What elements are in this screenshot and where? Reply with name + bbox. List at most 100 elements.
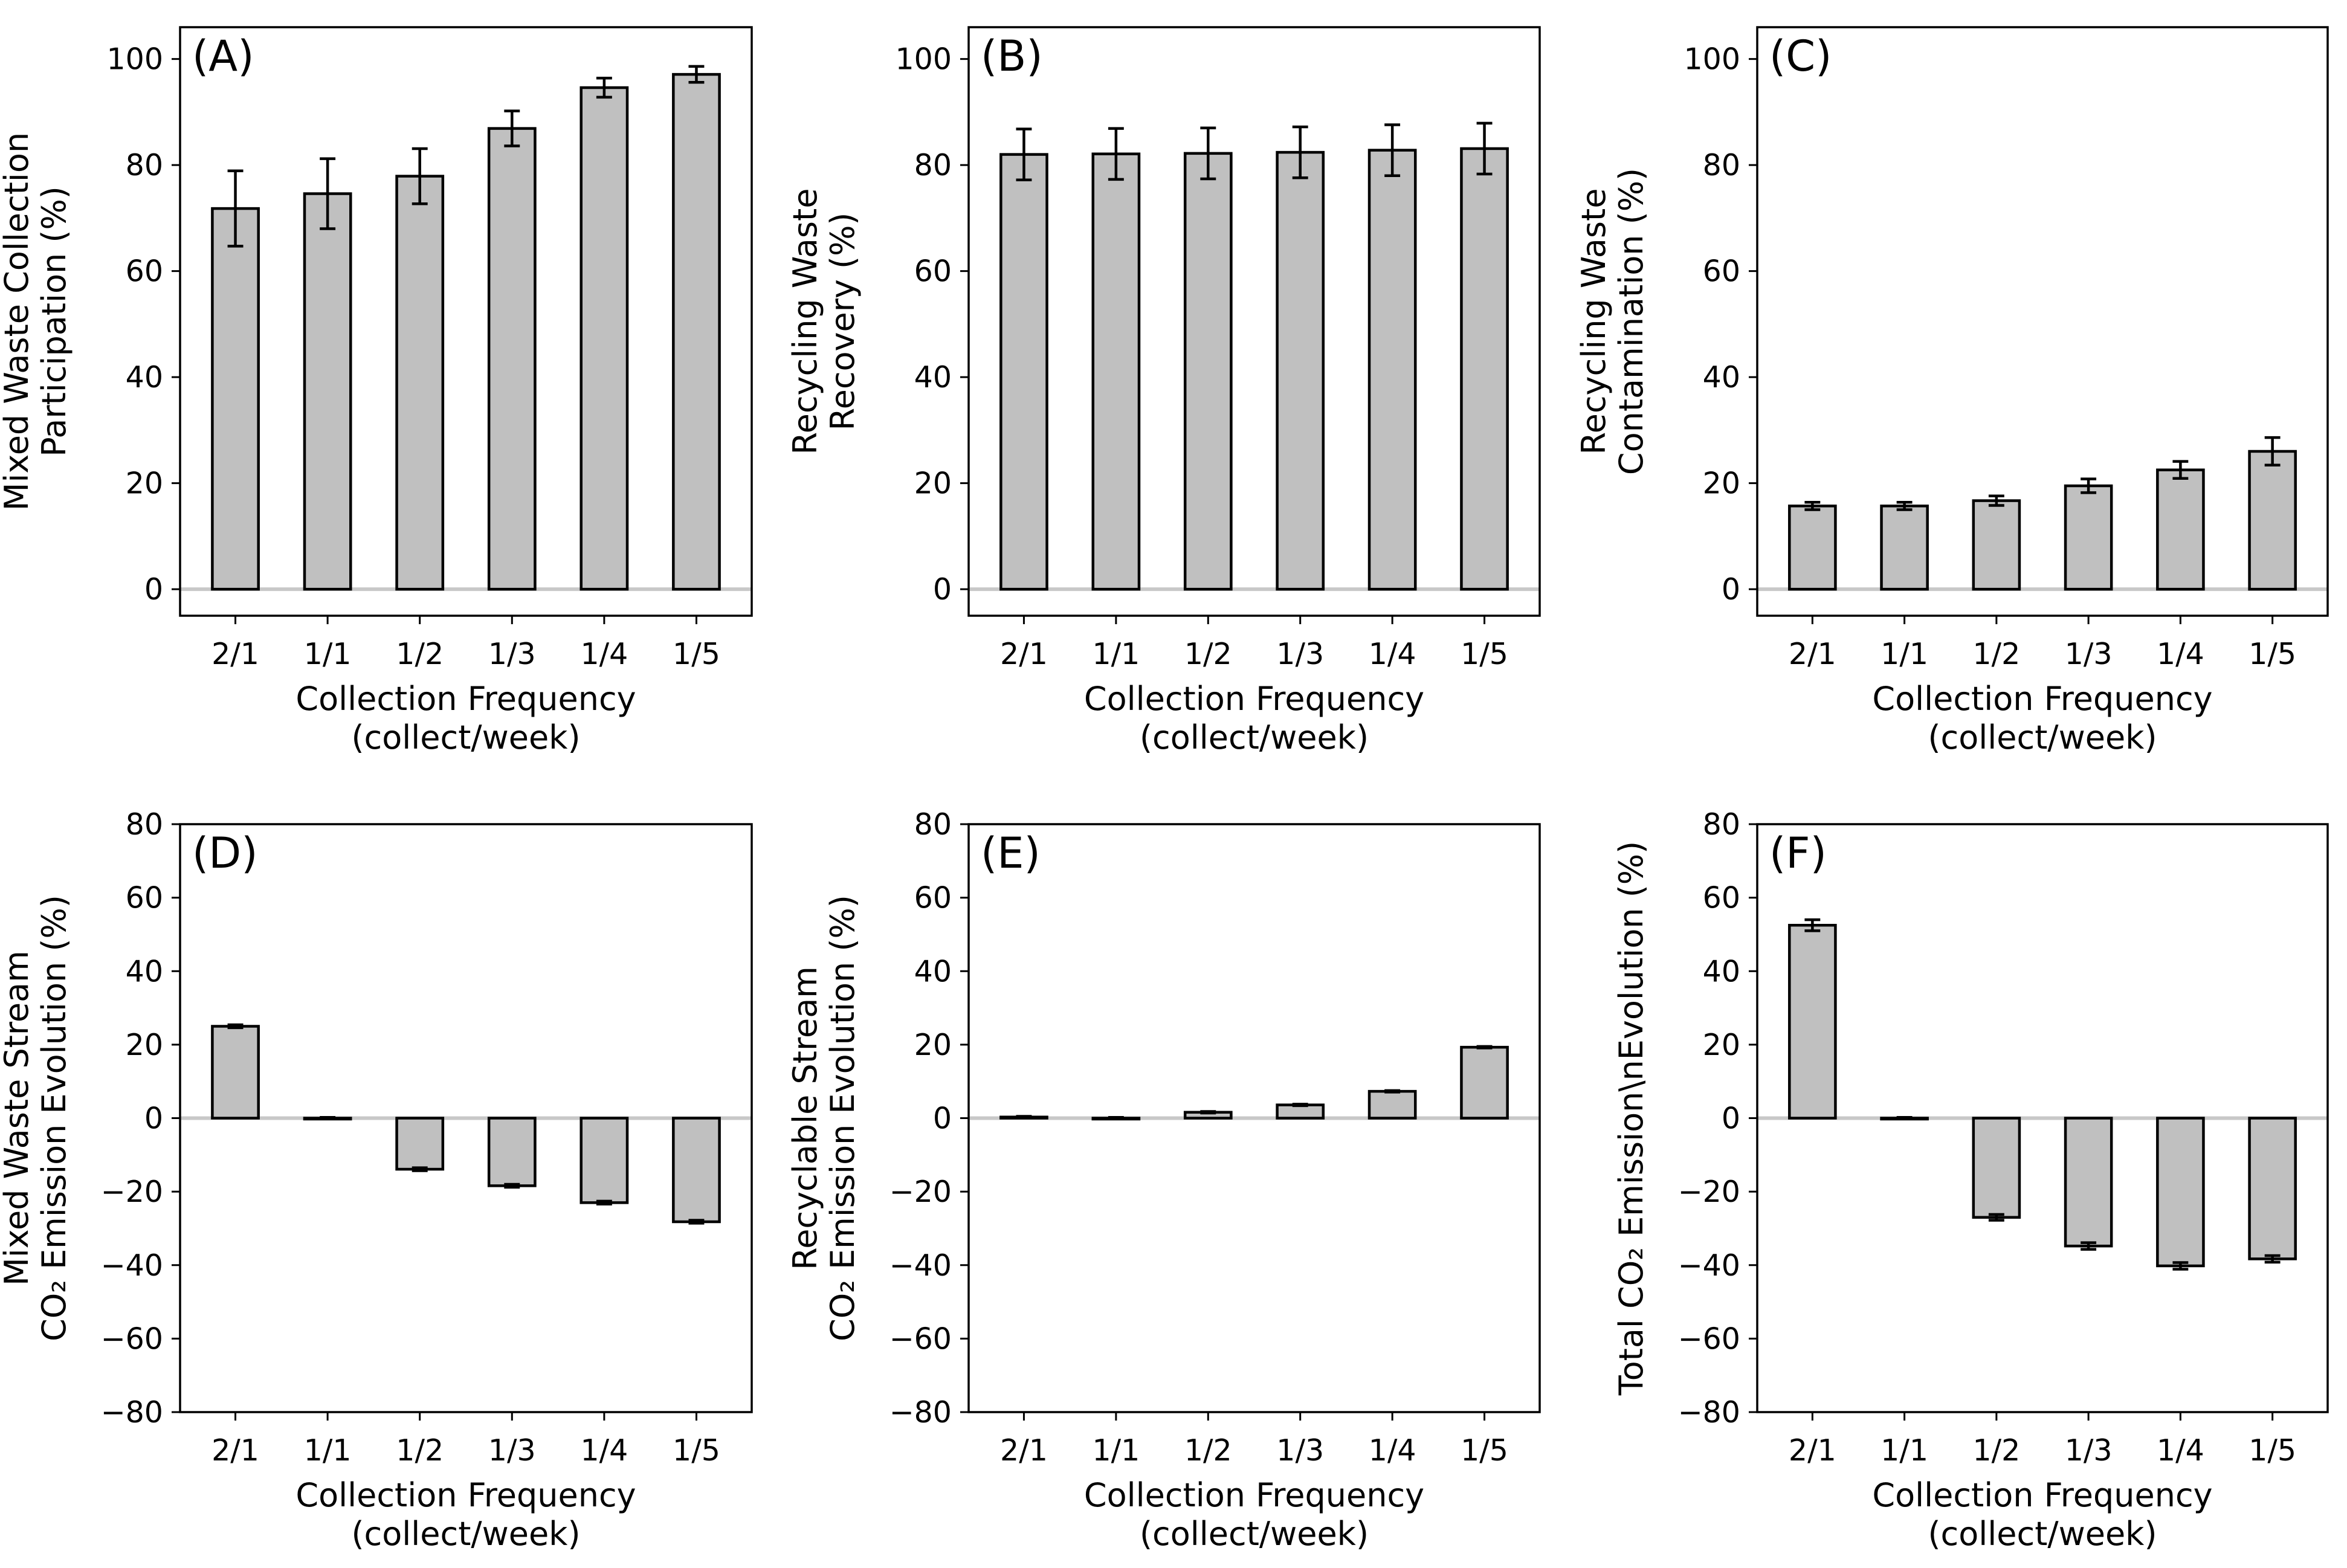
y-tick-label: 100 — [106, 42, 163, 77]
bar-1-3 — [1276, 150, 1325, 591]
bar-2-1 — [211, 207, 260, 591]
axes-frame — [967, 26, 1541, 617]
x-tick-label: 2/1 — [1789, 1433, 1836, 1468]
y-tick-label: −40 — [1678, 1248, 1740, 1283]
y-tick-label: 0 — [1722, 1102, 1740, 1136]
chart-panel-e: −80 −60 −40 −20 0 20 40 60 80 2/1 1/1 1/2 1/3 1/4 1/5 C… — [786, 807, 1541, 1553]
y-tick-label: 80 — [126, 148, 163, 182]
y-tick-label: 0 — [933, 1102, 952, 1136]
x-tick-label: 2/1 — [211, 637, 259, 671]
y-axis-label: Recycling Waste — [786, 189, 824, 455]
x-tick-label: 1/3 — [2065, 637, 2113, 671]
y-tick-label: 60 — [914, 254, 952, 289]
chart-panel-c: 0 20 40 60 80 100 2/1 1/1 1/2 1/3 1/4 1/5 Collection… — [1575, 26, 2329, 757]
bar-1-5 — [1460, 1045, 1509, 1120]
y-tick-label: 40 — [1703, 954, 1740, 989]
y-tick-label: −40 — [101, 1248, 163, 1283]
bar-1-4 — [1367, 1089, 1417, 1120]
y-tick-label: 0 — [1722, 572, 1740, 607]
x-tick-label: 1/5 — [2249, 1433, 2296, 1468]
x-tick-label: 1/2 — [396, 637, 444, 671]
bar-1-2 — [395, 1117, 445, 1171]
bar-1-5 — [672, 73, 721, 591]
bar-2-1 — [1788, 923, 1837, 1120]
y-axis-label: CO₂ Emission Evolution (%) — [35, 895, 73, 1341]
x-tick-label: 1/5 — [673, 1433, 720, 1468]
x-tick-label: 1/4 — [1369, 1433, 1416, 1468]
y-tick-label: 80 — [914, 807, 952, 842]
bar-1-2 — [1972, 1117, 2021, 1219]
y-tick-label: 40 — [1703, 360, 1740, 395]
x-axis-label: (collect/week) — [351, 718, 580, 757]
x-tick-label: 1/3 — [488, 1433, 536, 1468]
y-tick-label: 100 — [895, 42, 952, 77]
y-tick-label: 60 — [126, 881, 163, 915]
x-tick-label: 1/2 — [1972, 637, 2020, 671]
y-tick-label: 60 — [914, 881, 952, 915]
x-tick-label: 1/5 — [1461, 1433, 1508, 1468]
x-axis-label: Collection Frequency — [295, 1476, 636, 1514]
x-tick-label: 1/4 — [2157, 637, 2204, 671]
y-axis-label: Total CO₂ Emission\nEvolution (%) — [1612, 841, 1650, 1396]
x-tick-label: 2/1 — [1000, 1433, 1048, 1468]
x-tick-label: 1/2 — [1972, 1433, 2020, 1468]
bar-1-2 — [1183, 152, 1233, 591]
x-tick-label: 2/1 — [211, 1433, 259, 1468]
panel-label: (B) — [981, 31, 1043, 81]
y-tick-label: −20 — [101, 1175, 163, 1209]
y-tick-label: −60 — [101, 1321, 163, 1356]
bar-1-3 — [2064, 1117, 2113, 1248]
x-tick-label: 1/3 — [1276, 1433, 1324, 1468]
x-tick-label: 1/3 — [1276, 637, 1324, 671]
y-tick-label: −20 — [889, 1175, 952, 1209]
y-axis-label: Participation (%) — [35, 186, 73, 457]
x-tick-label: 1/1 — [304, 637, 352, 671]
bar-1-1 — [1091, 152, 1141, 591]
x-tick-label: 1/3 — [2065, 1433, 2113, 1468]
x-axis-label: Collection Frequency — [295, 680, 636, 718]
bar-1-1 — [303, 192, 352, 591]
y-tick-label: 20 — [914, 1028, 952, 1062]
y-tick-label: −20 — [1678, 1175, 1740, 1209]
y-tick-label: 20 — [1703, 1028, 1740, 1062]
y-tick-label: −80 — [101, 1395, 163, 1430]
bar-1-4 — [1367, 149, 1417, 591]
y-tick-label: 60 — [126, 254, 163, 289]
x-axis-label: (collect/week) — [1928, 718, 2157, 757]
y-axis-label: Mixed Waste Collection — [0, 132, 36, 511]
x-axis-label: (collect/week) — [1928, 1515, 2157, 1553]
y-axis-label: Contamination (%) — [1612, 168, 1650, 475]
bar-1-3 — [487, 1117, 537, 1187]
bar-2-1 — [1788, 505, 1837, 591]
bar-1-3 — [487, 127, 537, 591]
bar-1-3 — [2064, 484, 2113, 591]
y-axis-label: Recovery (%) — [824, 213, 862, 431]
y-tick-label: −40 — [889, 1248, 952, 1283]
chart-panel-a: 0 20 40 60 80 100 2/1 1/1 1/2 1/3 1/4 1/5 Collection… — [0, 26, 753, 757]
bar-2-1 — [999, 153, 1048, 591]
x-tick-label: 1/4 — [580, 637, 628, 671]
y-tick-label: 80 — [1703, 148, 1740, 182]
y-tick-label: 40 — [914, 360, 952, 395]
y-tick-label: 0 — [933, 572, 952, 607]
bar-1-2 — [1972, 499, 2021, 591]
bar-1-4 — [579, 86, 629, 591]
x-axis-label: (collect/week) — [351, 1515, 580, 1553]
x-axis-label: (collect/week) — [1140, 1515, 1369, 1553]
x-tick-label: 2/1 — [1000, 637, 1048, 671]
panel-label: (C) — [1769, 31, 1832, 81]
x-tick-label: 1/1 — [1092, 637, 1140, 671]
bar-1-4 — [2156, 468, 2205, 591]
y-tick-label: 20 — [126, 1028, 163, 1062]
y-tick-label: 20 — [126, 466, 163, 501]
x-axis-label: Collection Frequency — [1084, 1476, 1424, 1514]
bar-1-5 — [2248, 1117, 2297, 1260]
y-tick-label: 80 — [126, 807, 163, 842]
axes-frame — [179, 26, 753, 617]
y-tick-label: 40 — [126, 360, 163, 395]
y-tick-label: 20 — [1703, 466, 1740, 501]
chart-panel-d: −80 −60 −40 −20 0 20 40 60 80 2/1 1/1 1/2 1/3 1/4 1/5 C… — [0, 807, 753, 1553]
y-tick-label: −80 — [1678, 1395, 1740, 1430]
chart-panel-f: −80 −60 −40 −20 0 20 40 60 80 2/1 1/1 1/2 1/3 1/4 1/5 C… — [1612, 807, 2329, 1553]
